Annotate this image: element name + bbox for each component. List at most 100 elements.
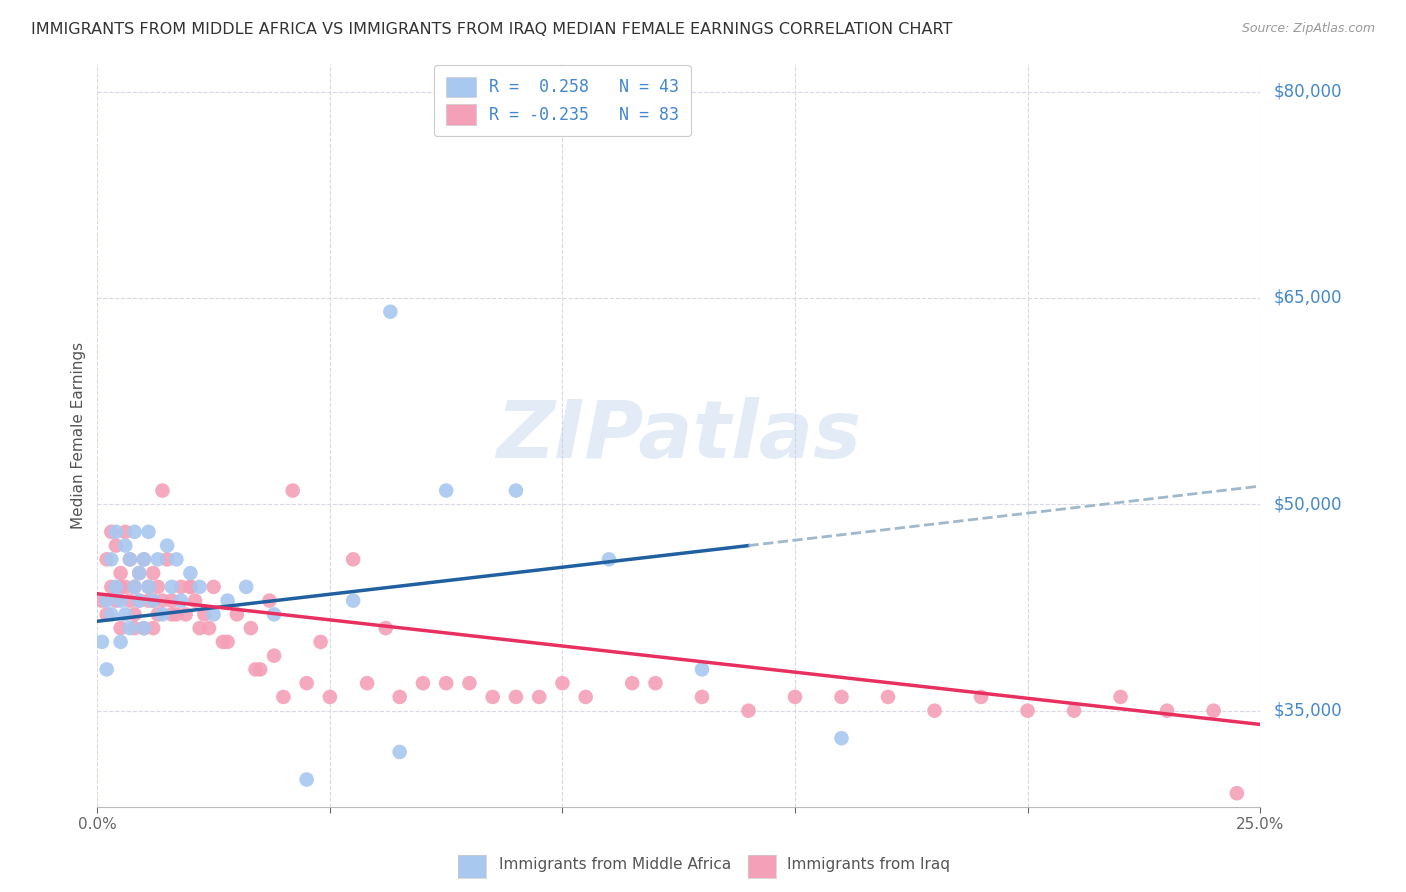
Point [1156,704,1178,718]
Y-axis label: Median Female Earnings: Median Female Earnings [72,342,86,529]
Point [235,580,257,594]
Point [124,580,146,594]
Point [128,566,150,580]
Legend: R =  0.258   N = 43, R = -0.235   N = 83: R = 0.258 N = 43, R = -0.235 N = 83 [434,65,690,136]
Point [91,635,114,649]
Point [160,580,183,594]
Point [527,690,550,704]
Point [644,676,666,690]
Point [138,593,160,607]
Point [380,304,402,318]
Point [374,621,396,635]
Point [295,676,318,690]
Point [138,580,160,594]
Point [100,552,122,566]
Point [924,704,946,718]
Point [146,552,169,566]
Text: Immigrants from Iraq: Immigrants from Iraq [787,857,950,872]
Point [118,552,141,566]
Point [481,690,503,704]
Point [225,607,247,622]
Point [309,635,332,649]
Point [128,566,150,580]
Point [96,607,118,622]
Text: $65,000: $65,000 [1274,289,1343,307]
Point [142,566,165,580]
Point [170,580,193,594]
Point [104,524,127,539]
Point [970,690,993,704]
Point [505,690,527,704]
Point [319,690,342,704]
Point [217,593,239,607]
Point [1063,704,1085,718]
Point [342,552,364,566]
Point [152,593,174,607]
Point [690,690,713,704]
Point [831,731,853,746]
Point [505,483,527,498]
Point [152,483,174,498]
Text: Immigrants from Middle Africa: Immigrants from Middle Africa [499,857,731,872]
Point [100,607,122,622]
Point [114,539,136,553]
Point [118,593,141,607]
Point [295,772,318,787]
Point [388,745,411,759]
Point [877,690,900,704]
Point [434,483,457,498]
Point [212,635,235,649]
Point [551,676,574,690]
Point [263,648,285,663]
Point [179,580,201,594]
Point [690,662,713,676]
Point [104,593,127,607]
Point [128,593,150,607]
Point [412,676,434,690]
Point [831,690,853,704]
Point [110,621,132,635]
Text: $50,000: $50,000 [1274,495,1343,513]
Point [174,607,197,622]
Point [138,524,160,539]
Point [281,483,304,498]
Point [124,607,146,622]
Point [142,593,165,607]
Point [132,621,155,635]
Text: $80,000: $80,000 [1274,83,1343,101]
Text: Source: ZipAtlas.com: Source: ZipAtlas.com [1241,22,1375,36]
Point [110,580,132,594]
Point [96,662,118,676]
Point [263,607,285,622]
Point [179,580,201,594]
Point [124,524,146,539]
Point [128,593,150,607]
Point [156,539,179,553]
Point [434,676,457,690]
Point [114,524,136,539]
Point [202,607,225,622]
Point [96,552,118,566]
Point [138,580,160,594]
Point [356,676,378,690]
Text: IMMIGRANTS FROM MIDDLE AFRICA VS IMMIGRANTS FROM IRAQ MEDIAN FEMALE EARNINGS COR: IMMIGRANTS FROM MIDDLE AFRICA VS IMMIGRA… [31,22,952,37]
Point [114,607,136,622]
Point [621,676,644,690]
Point [259,593,281,607]
Point [146,580,169,594]
Point [783,690,806,704]
Point [96,593,118,607]
Point [104,580,127,594]
Point [110,566,132,580]
Point [146,607,169,622]
Point [118,552,141,566]
Point [160,607,183,622]
Point [188,580,211,594]
Point [152,607,174,622]
Point [170,593,193,607]
Text: ZIPatlas: ZIPatlas [496,397,862,475]
Point [124,580,146,594]
Point [342,593,364,607]
Point [165,552,187,566]
Point [598,552,620,566]
